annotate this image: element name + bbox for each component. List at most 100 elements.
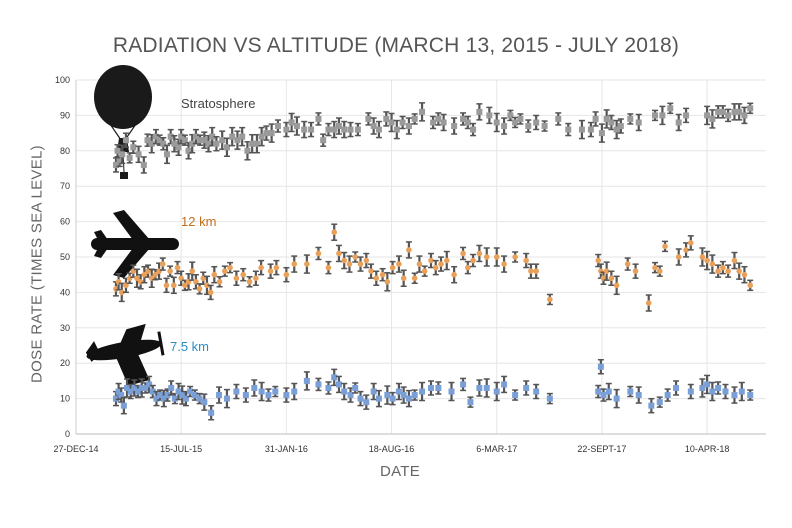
data-point <box>595 388 602 395</box>
data-point <box>432 264 439 271</box>
data-point <box>675 254 682 260</box>
data-point <box>201 137 208 144</box>
data-point <box>483 384 490 391</box>
data-point <box>632 268 639 274</box>
data-point <box>189 140 196 147</box>
data-point <box>263 130 270 137</box>
data-point <box>301 126 308 133</box>
data-point <box>411 275 418 282</box>
data-point <box>118 392 125 399</box>
x-tick-label: 10-APR-18 <box>685 444 730 454</box>
data-point <box>738 388 745 395</box>
data-point <box>565 126 572 133</box>
data-point <box>336 250 342 257</box>
data-point <box>122 137 129 144</box>
data-point <box>400 275 407 282</box>
data-point <box>512 119 519 126</box>
data-point <box>645 300 652 306</box>
data-point <box>400 392 407 399</box>
data-point <box>683 112 690 119</box>
data-point <box>175 144 182 151</box>
data-point <box>460 115 467 122</box>
data-point <box>267 268 274 274</box>
data-point <box>393 126 400 133</box>
data-point <box>709 261 716 267</box>
data-point <box>251 384 258 391</box>
data-point <box>182 282 188 289</box>
data-point <box>141 271 148 278</box>
data-point <box>704 112 711 119</box>
x-tick-label: 15-JUL-15 <box>160 444 202 454</box>
data-point <box>440 119 447 126</box>
y-tick-label: 80 <box>60 146 70 156</box>
data-point <box>435 384 442 391</box>
data-point <box>211 271 218 278</box>
data-point <box>595 257 602 264</box>
data-point <box>219 137 226 144</box>
data-point <box>683 247 689 253</box>
data-point <box>112 395 119 402</box>
data-point <box>131 384 138 391</box>
data-point <box>135 388 142 395</box>
axes: 0 10 20 30 40 50 60 70 80 90 100 27-DEC-14 15-JUL-15… <box>53 75 766 454</box>
data-point <box>613 395 620 402</box>
data-point <box>187 388 194 395</box>
data-point <box>354 126 361 133</box>
data-point <box>347 392 354 399</box>
data-point <box>587 126 594 133</box>
data-point <box>464 119 471 126</box>
data-point <box>747 282 754 289</box>
data-point <box>288 119 295 126</box>
data-point <box>715 268 721 274</box>
data-point <box>405 123 412 130</box>
data-point <box>438 261 444 267</box>
data-point <box>673 384 680 391</box>
data-point <box>731 257 738 264</box>
data-point <box>120 402 127 409</box>
data-point <box>486 112 493 119</box>
y-tick-label: 90 <box>60 110 70 120</box>
data-point <box>114 147 121 154</box>
data-point <box>465 264 471 271</box>
y-tick-label: 30 <box>60 323 70 333</box>
data-point <box>149 388 156 395</box>
y-tick-label: 100 <box>55 75 70 85</box>
data-point <box>555 115 562 122</box>
data-point <box>352 384 359 391</box>
data-point <box>233 275 240 282</box>
data-point <box>156 268 162 274</box>
data-point <box>384 278 391 285</box>
data-point <box>163 151 170 158</box>
x-tick-label: 18-AUG-16 <box>369 444 415 454</box>
data-point <box>191 392 198 399</box>
x-tick-label: 22-SEPT-17 <box>577 444 626 454</box>
data-point <box>174 264 181 271</box>
data-point <box>315 115 322 122</box>
data-point <box>597 363 604 370</box>
data-point <box>715 384 722 391</box>
data-point <box>242 392 249 399</box>
data-point <box>460 250 466 257</box>
data-series <box>112 102 754 421</box>
data-point <box>157 392 164 399</box>
data-point <box>347 126 354 133</box>
data-point <box>160 140 167 147</box>
data-point <box>395 388 402 395</box>
data-point <box>747 392 754 399</box>
data-point <box>223 395 230 402</box>
data-point <box>687 388 694 395</box>
y-tick-label: 10 <box>60 394 70 404</box>
data-point <box>736 108 743 115</box>
data-point <box>427 384 434 391</box>
data-point <box>265 392 272 399</box>
data-point <box>389 264 396 271</box>
data-point <box>268 130 275 137</box>
data-point <box>501 261 507 267</box>
data-point <box>517 115 524 122</box>
data-point <box>662 243 668 250</box>
data-point <box>736 268 742 274</box>
x-tick-label: 31-JAN-16 <box>265 444 308 454</box>
data-point <box>175 388 182 395</box>
data-point <box>127 388 134 395</box>
grid <box>75 79 766 435</box>
